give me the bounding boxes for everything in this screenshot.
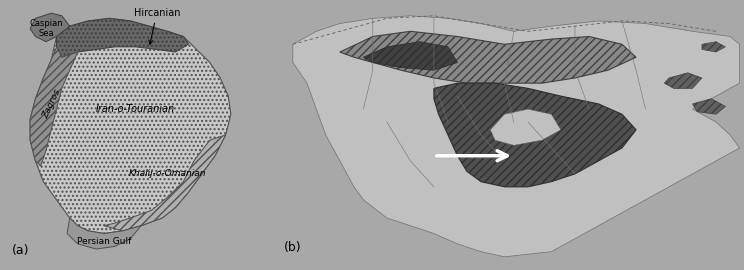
Polygon shape xyxy=(340,31,636,83)
Text: (a): (a) xyxy=(12,244,29,257)
Polygon shape xyxy=(30,18,231,234)
Text: (b): (b) xyxy=(283,241,301,254)
Polygon shape xyxy=(30,13,70,42)
Text: Zagros: Zagros xyxy=(41,88,62,120)
Text: Caspian
Sea: Caspian Sea xyxy=(29,19,62,38)
Text: Persian Gulf: Persian Gulf xyxy=(77,237,131,246)
Text: Iran-o-Touranian: Iran-o-Touranian xyxy=(96,104,176,114)
Polygon shape xyxy=(67,218,141,249)
Polygon shape xyxy=(434,83,636,187)
Polygon shape xyxy=(104,135,225,231)
Polygon shape xyxy=(702,42,725,52)
Text: Khalij-o-Omanian: Khalij-o-Omanian xyxy=(129,169,206,178)
Polygon shape xyxy=(490,109,561,145)
Polygon shape xyxy=(363,42,458,70)
Polygon shape xyxy=(30,47,77,166)
Polygon shape xyxy=(664,73,702,88)
Text: Hircanian: Hircanian xyxy=(134,8,180,44)
Polygon shape xyxy=(57,18,188,57)
Polygon shape xyxy=(693,99,725,114)
Polygon shape xyxy=(293,16,740,257)
